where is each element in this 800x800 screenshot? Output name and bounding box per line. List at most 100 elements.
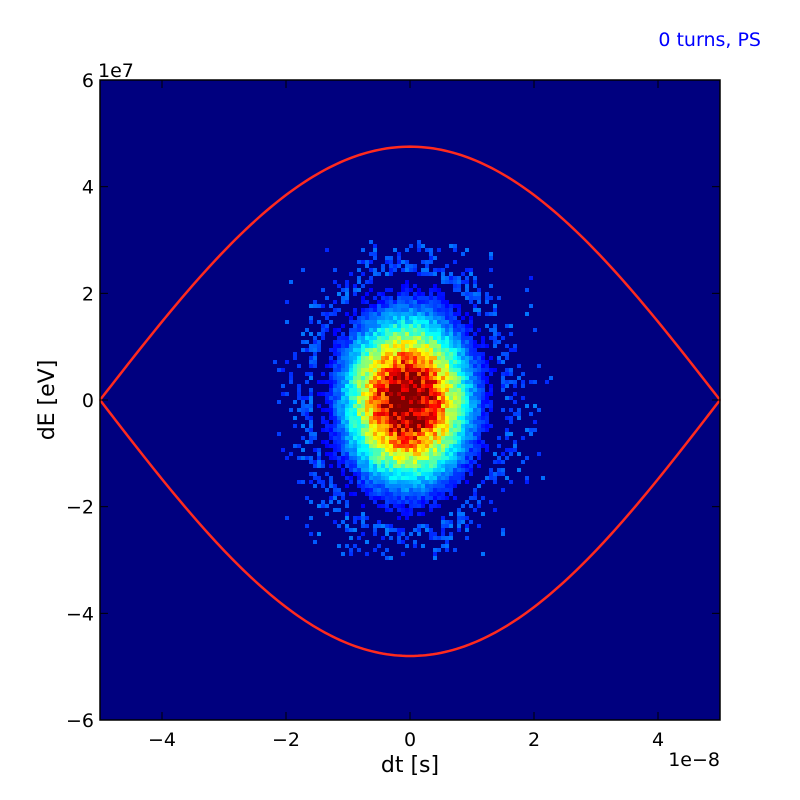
- density-cell: [369, 316, 373, 320]
- density-cell: [337, 368, 341, 372]
- density-cell: [389, 424, 393, 428]
- density-cell: [401, 388, 405, 392]
- density-cell: [481, 340, 485, 344]
- density-cell: [481, 364, 485, 368]
- density-cell: [329, 416, 333, 420]
- density-cell: [397, 392, 401, 396]
- density-cell: [453, 380, 457, 384]
- density-cell: [417, 288, 421, 292]
- density-cell: [373, 548, 377, 552]
- density-cell: [377, 452, 381, 456]
- density-cell: [409, 412, 413, 416]
- density-cell: [433, 484, 437, 488]
- density-cell: [365, 420, 369, 424]
- density-cell: [469, 448, 473, 452]
- density-cell: [469, 416, 473, 420]
- density-cell: [493, 480, 497, 484]
- density-cell: [397, 308, 401, 312]
- density-cell: [313, 336, 317, 340]
- density-cell: [421, 372, 425, 376]
- density-cell: [489, 328, 493, 332]
- density-cell: [345, 356, 349, 360]
- density-cell: [325, 428, 329, 432]
- density-cell: [413, 292, 417, 296]
- density-cell: [473, 360, 477, 364]
- density-cell: [425, 524, 429, 528]
- density-cell: [377, 480, 381, 484]
- density-cell: [417, 484, 421, 488]
- density-cell: [441, 308, 445, 312]
- density-cell: [449, 512, 453, 516]
- density-cell: [365, 480, 369, 484]
- density-cell: [341, 368, 345, 372]
- density-cell: [409, 288, 413, 292]
- density-cell: [357, 288, 361, 292]
- density-cell: [441, 324, 445, 328]
- density-cell: [373, 312, 377, 316]
- density-cell: [341, 332, 345, 336]
- density-cell: [385, 360, 389, 364]
- density-cell: [457, 524, 461, 528]
- density-cell: [481, 400, 485, 404]
- density-cell: [425, 448, 429, 452]
- density-cell: [469, 380, 473, 384]
- density-cell: [373, 436, 377, 440]
- density-cell: [345, 464, 349, 468]
- density-cell: [405, 400, 409, 404]
- density-cell: [365, 340, 369, 344]
- density-cell: [477, 436, 481, 440]
- density-cell: [445, 328, 449, 332]
- density-cell: [457, 396, 461, 400]
- density-cell: [325, 380, 329, 384]
- density-cell: [349, 456, 353, 460]
- y-tick-label: −6: [66, 710, 94, 732]
- density-cell: [441, 348, 445, 352]
- density-cell: [345, 352, 349, 356]
- density-cell: [421, 444, 425, 448]
- density-cell: [449, 380, 453, 384]
- density-cell: [365, 308, 369, 312]
- density-cell: [421, 504, 425, 508]
- density-cell: [361, 352, 365, 356]
- density-cell: [341, 372, 345, 376]
- density-cell: [437, 476, 441, 480]
- density-cell: [389, 524, 393, 528]
- density-cell: [397, 296, 401, 300]
- density-cell: [441, 544, 445, 548]
- density-cell: [465, 444, 469, 448]
- density-cell: [529, 432, 533, 436]
- density-cell: [433, 496, 437, 500]
- density-cell: [349, 428, 353, 432]
- density-cell: [369, 488, 373, 492]
- density-cell: [353, 444, 357, 448]
- density-cell: [461, 440, 465, 444]
- density-cell: [373, 296, 377, 300]
- density-cell: [461, 316, 465, 320]
- density-cell: [457, 388, 461, 392]
- density-cell: [425, 308, 429, 312]
- density-cell: [345, 284, 349, 288]
- density-cell: [309, 316, 313, 320]
- density-cell: [433, 464, 437, 468]
- density-cell: [409, 380, 413, 384]
- density-cell: [421, 404, 425, 408]
- density-cell: [341, 296, 345, 300]
- density-cell: [517, 376, 521, 380]
- density-cell: [409, 508, 413, 512]
- density-cell: [345, 420, 349, 424]
- density-cell: [417, 320, 421, 324]
- density-cell: [429, 444, 433, 448]
- density-cell: [401, 460, 405, 464]
- density-cell: [325, 364, 329, 368]
- density-cell: [509, 432, 513, 436]
- density-cell: [353, 360, 357, 364]
- density-cell: [393, 440, 397, 444]
- density-cell: [425, 332, 429, 336]
- density-cell: [389, 444, 393, 448]
- density-cell: [485, 344, 489, 348]
- density-cell: [393, 368, 397, 372]
- density-cell: [501, 376, 505, 380]
- density-cell: [377, 456, 381, 460]
- density-cell: [497, 444, 501, 448]
- density-cell: [461, 348, 465, 352]
